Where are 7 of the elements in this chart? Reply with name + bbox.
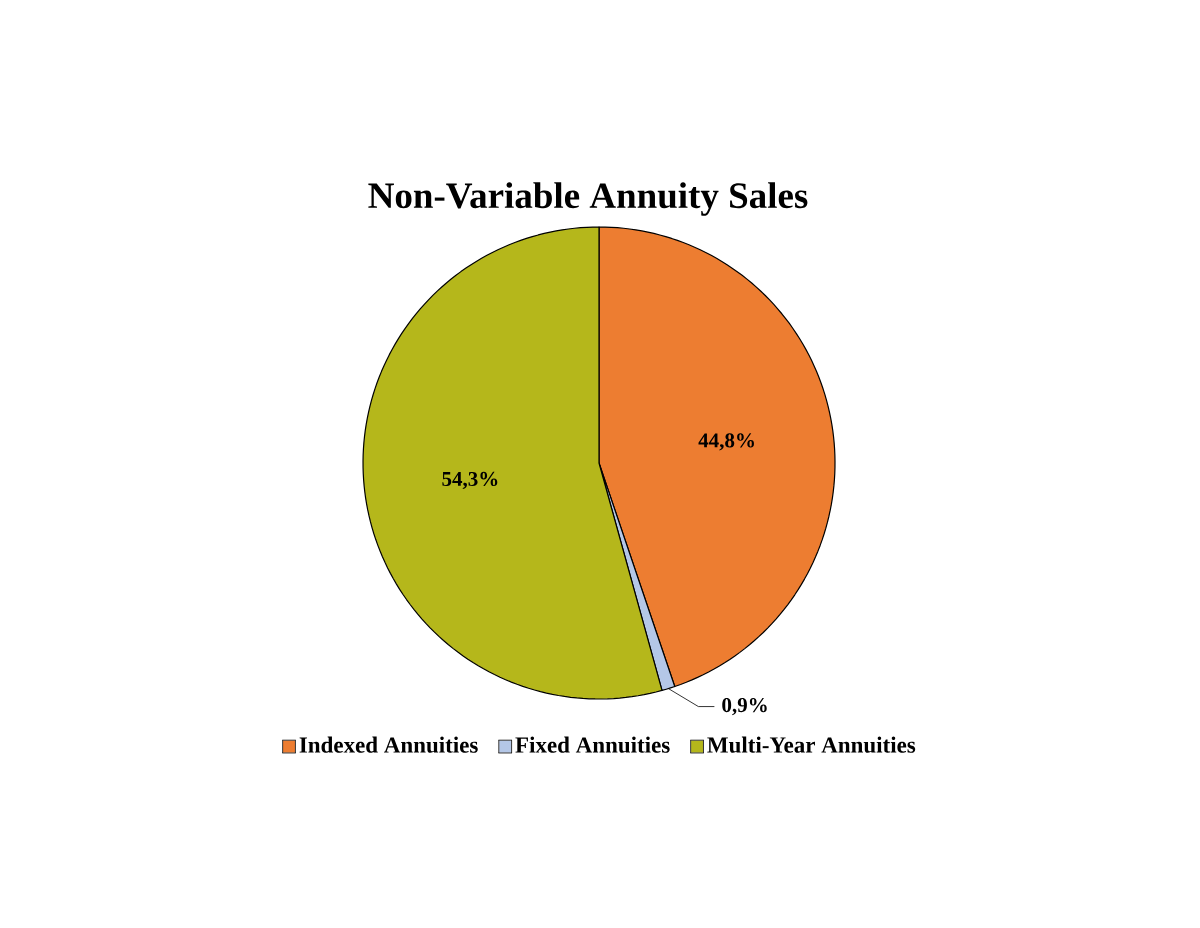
- legend-label: Fixed Annuities: [515, 736, 670, 753]
- data-label: 44,8%: [698, 433, 754, 451]
- chart-title: Non-Variable Annuity Sales: [368, 182, 808, 216]
- data-label: 0,9%: [722, 697, 767, 716]
- data-label: 54,3%: [442, 471, 498, 490]
- legend-label: Indexed Annuities: [299, 736, 478, 753]
- legend-label: Multi-Year Annuities: [707, 736, 916, 753]
